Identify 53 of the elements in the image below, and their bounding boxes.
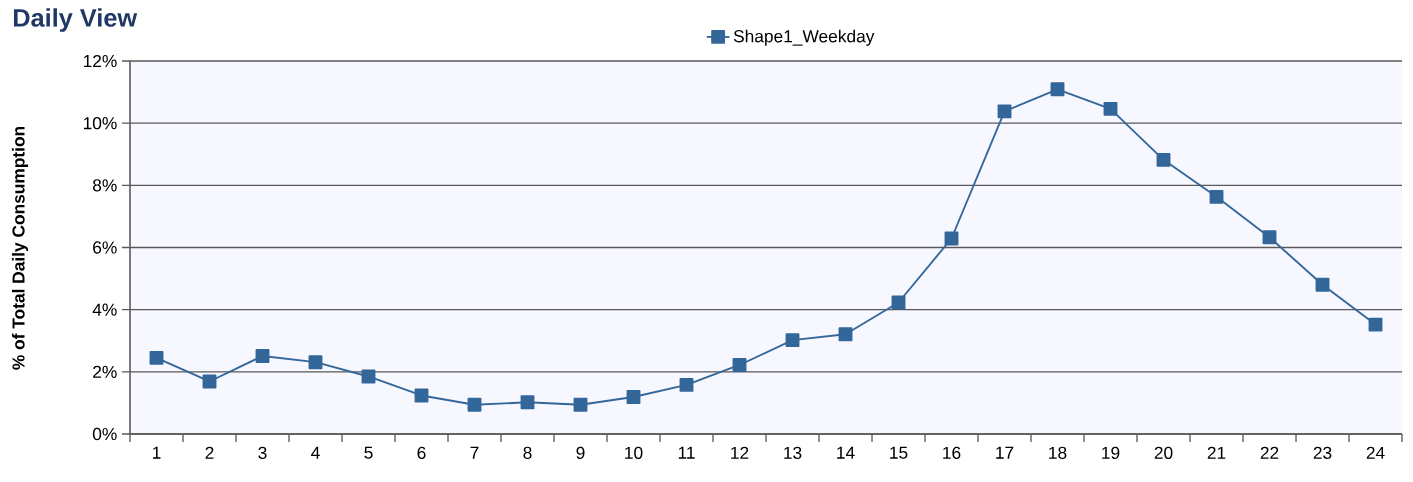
x-tick-label: 21 <box>1207 446 1226 459</box>
chart-title: Daily View <box>13 8 138 32</box>
point <box>1156 152 1171 167</box>
legend-label: Shape1_Weekday <box>733 29 875 46</box>
x-tick-label: 19 <box>1102 446 1120 459</box>
x-tick-label: 10 <box>625 446 643 459</box>
x-tick-label: 14 <box>837 446 855 459</box>
y-tick-label: 2% <box>93 365 117 378</box>
point <box>149 350 164 365</box>
x-tick-label: 11 <box>678 446 695 459</box>
x-tick-label: 12 <box>731 446 749 459</box>
point <box>1050 82 1065 97</box>
x-tick-label: 6 <box>417 446 426 459</box>
x-tick-label: 15 <box>890 446 908 459</box>
y-tick-label: 6% <box>93 241 117 254</box>
point <box>308 355 323 370</box>
x-tick-label: 22 <box>1260 446 1279 459</box>
x-tick-label: 16 <box>943 446 961 459</box>
point <box>732 358 747 372</box>
x-tick-label: 24 <box>1366 446 1385 459</box>
point <box>679 377 694 392</box>
x-tick-label: 8 <box>523 446 532 459</box>
y-tick-label: 4% <box>92 303 117 316</box>
point <box>255 349 270 363</box>
point <box>785 333 800 348</box>
x-tick-label: 7 <box>470 446 479 459</box>
point <box>1262 230 1277 245</box>
point <box>626 390 641 404</box>
x-tick-label: 2 <box>205 446 214 459</box>
point <box>1103 101 1118 116</box>
point <box>838 327 853 342</box>
x-tick-label: 5 <box>364 446 373 459</box>
y-tick-label: 0% <box>92 427 117 441</box>
y-tick-label: 10% <box>83 117 117 130</box>
x-tick-label: 4 <box>311 446 320 459</box>
x-tick-label: 20 <box>1154 446 1173 459</box>
x-tick-label: 9 <box>576 446 585 459</box>
point <box>520 395 535 410</box>
x-tick-label: 1 <box>153 446 161 459</box>
y-tick-label: 12% <box>83 54 117 68</box>
point <box>1368 317 1383 332</box>
point <box>573 397 588 412</box>
x-tick-label: 13 <box>784 446 802 459</box>
x-tick-label: 18 <box>1049 446 1067 459</box>
point <box>467 397 482 412</box>
y-axis-title: % of Total Daily Consumption <box>11 126 29 370</box>
x-tick-label: 17 <box>996 446 1014 459</box>
y-tick-label: 8% <box>92 179 117 192</box>
point <box>997 104 1012 119</box>
point <box>1315 277 1330 292</box>
x-tick-label: 23 <box>1313 446 1332 459</box>
point <box>1209 189 1224 204</box>
x-tick-label: 3 <box>258 446 267 459</box>
